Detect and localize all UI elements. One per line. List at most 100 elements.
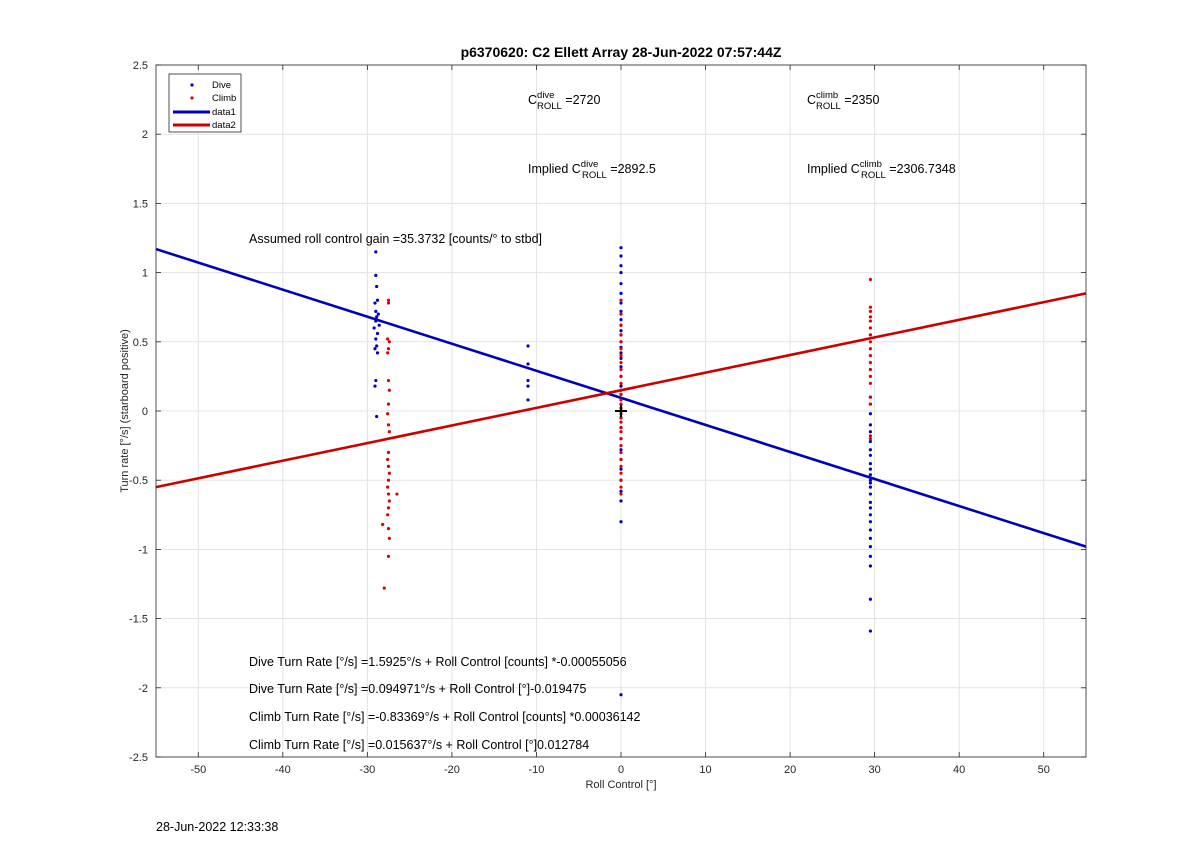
point-dive xyxy=(868,520,873,524)
legend-climb-label: Climb xyxy=(212,93,236,104)
point-climb xyxy=(387,536,391,540)
point-dive xyxy=(619,282,623,286)
point-climb xyxy=(387,430,391,434)
c-dive-sub: ROLL xyxy=(537,101,562,112)
point-climb xyxy=(619,360,623,365)
point-dive xyxy=(374,319,378,323)
point-climb xyxy=(619,323,623,327)
point-dive xyxy=(868,473,873,477)
point-dive xyxy=(868,629,873,633)
implied-climb-annotation: Implied Cclimb ROLL =2306.7348 xyxy=(807,159,956,181)
point-climb xyxy=(386,464,391,468)
point-dive xyxy=(619,329,623,333)
point-dive xyxy=(619,693,623,697)
point-climb xyxy=(868,277,873,282)
point-dive xyxy=(372,326,376,330)
y-axis-label: Turn rate [°/s] (starboard positive) xyxy=(119,329,131,493)
point-climb xyxy=(619,416,623,420)
y-tick-label: -1 xyxy=(138,544,148,556)
x-tick-label: -50 xyxy=(190,764,206,776)
point-climb xyxy=(386,457,390,462)
point-climb xyxy=(619,354,623,358)
legend-data2-label: data2 xyxy=(212,120,236,131)
y-tick-label: 2 xyxy=(142,129,148,141)
point-dive xyxy=(375,331,380,336)
point-dive xyxy=(373,301,377,305)
point-climb xyxy=(868,360,873,365)
point-dive xyxy=(868,481,873,485)
point-climb xyxy=(386,492,391,496)
point-dive xyxy=(619,264,623,268)
point-dive xyxy=(619,309,623,313)
x-tick-label: 0 xyxy=(618,764,624,776)
point-dive xyxy=(375,298,380,302)
gain-annotation: Assumed roll control gain =35.3732 [coun… xyxy=(249,232,542,246)
point-dive xyxy=(619,356,623,361)
point-climb xyxy=(619,430,623,434)
implied-climb-pre: Implied C xyxy=(807,162,860,176)
point-climb xyxy=(386,450,391,455)
point-climb xyxy=(868,315,873,319)
point-climb xyxy=(386,527,391,531)
legend-box xyxy=(168,73,242,133)
point-dive xyxy=(868,536,873,540)
point-climb xyxy=(619,450,623,455)
x-axis-label: Roll Control [°] xyxy=(585,779,656,791)
point-climb xyxy=(868,402,873,406)
point-dive xyxy=(619,246,623,250)
point-dive xyxy=(868,485,873,489)
point-dive xyxy=(526,398,530,402)
point-dive xyxy=(868,492,873,496)
point-dive xyxy=(868,506,873,510)
point-climb xyxy=(386,402,391,406)
point-climb xyxy=(387,340,391,344)
point-climb xyxy=(619,457,623,462)
point-dive xyxy=(375,344,379,348)
point-dive xyxy=(619,365,623,369)
point-dive xyxy=(619,291,623,295)
point-climb xyxy=(619,492,623,496)
point-climb xyxy=(868,340,873,344)
point-climb xyxy=(382,586,386,590)
y-tick-label: 1 xyxy=(142,268,148,280)
point-dive xyxy=(619,301,623,305)
point-dive xyxy=(868,528,873,532)
x-tick-label: -20 xyxy=(444,764,460,776)
point-dive xyxy=(868,439,873,444)
point-dive xyxy=(619,318,623,322)
y-tick-label: 0.5 xyxy=(133,337,148,349)
point-dive xyxy=(377,323,381,327)
point-dive xyxy=(374,309,378,313)
legend: Dive Climb data1 data2 xyxy=(168,73,242,133)
c-dive-annotation: Cdive ROLL =2720 xyxy=(528,90,600,112)
point-dive xyxy=(374,273,378,277)
point-climb xyxy=(868,367,873,372)
c-climb-pre: C xyxy=(807,93,816,107)
point-dive xyxy=(619,254,623,258)
point-dive xyxy=(619,467,623,471)
point-dive xyxy=(375,284,379,289)
point-climb xyxy=(619,398,623,402)
point-climb xyxy=(386,301,391,305)
fit-line-data1 xyxy=(155,247,1087,548)
y-tick-label: -1.5 xyxy=(129,614,148,626)
x-tick-label: 20 xyxy=(784,764,796,776)
point-climb xyxy=(619,298,623,302)
c-dive-pre: C xyxy=(528,93,537,107)
legend-data1-label: data1 xyxy=(212,107,236,118)
point-climb xyxy=(619,444,623,448)
y-tick-label: -2 xyxy=(138,683,148,695)
point-climb xyxy=(619,388,623,392)
point-climb xyxy=(868,305,873,309)
y-tick-label: 2.5 xyxy=(133,60,148,72)
c-climb-sup: climb xyxy=(816,90,838,101)
legend-dive-label: Dive xyxy=(212,80,231,91)
point-climb xyxy=(619,340,623,344)
point-climb xyxy=(386,351,390,355)
point-climb xyxy=(868,434,873,438)
point-climb xyxy=(868,395,873,399)
implied-climb-sub: ROLL xyxy=(861,170,886,181)
point-climb xyxy=(619,312,623,316)
point-climb xyxy=(380,522,385,527)
legend-climb-marker xyxy=(190,96,194,100)
